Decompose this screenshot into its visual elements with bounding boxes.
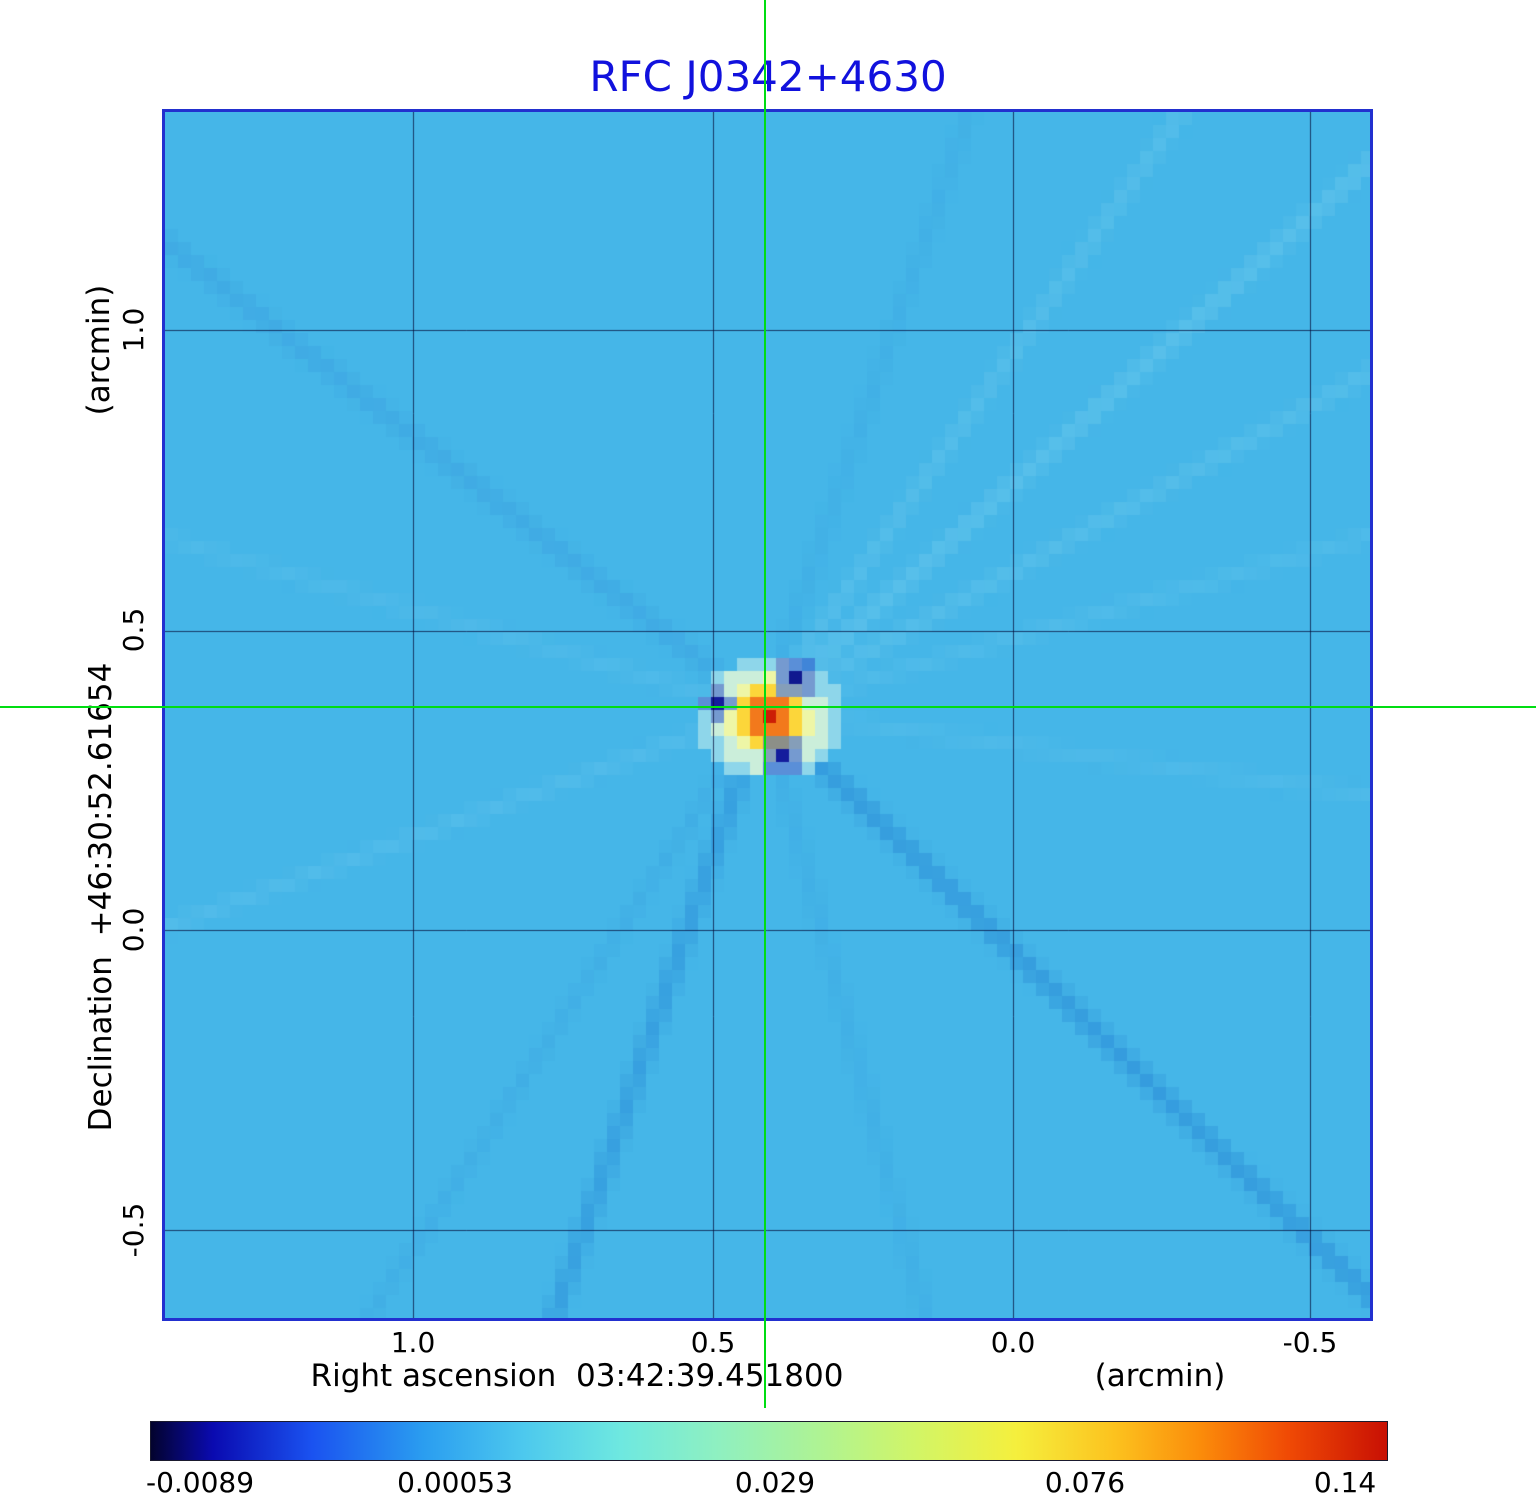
x-tick-label: 1.0 — [390, 1326, 436, 1359]
sky-map-frame — [162, 109, 1373, 1321]
y-tick-label: 1.0 — [117, 307, 150, 353]
figure-title: RFC J0342+4630 — [589, 52, 947, 101]
x-axis-unit-label: (arcmin) — [1094, 1358, 1226, 1394]
crosshair-vertical-line — [764, 0, 766, 1408]
y-tick-label: -0.5 — [117, 1202, 150, 1258]
radio-image-canvas — [165, 112, 1370, 1318]
y-tick-label: 0.0 — [117, 907, 150, 953]
crosshair-horizontal-line — [0, 706, 1536, 708]
x-axis-label: Right ascension 03:42:39.451800 — [310, 1358, 844, 1394]
colorbar-tick-label: 0.076 — [1044, 1466, 1126, 1499]
y-tick-label: 0.5 — [117, 607, 150, 653]
colorbar-tick-label: 0.14 — [1313, 1466, 1377, 1499]
y-axis-unit-label: (arcmin) — [81, 284, 117, 416]
colorbar-tick-label: 0.00053 — [397, 1466, 513, 1499]
colorbar-tick-label: 0.029 — [734, 1466, 816, 1499]
x-tick-label: 0.5 — [690, 1326, 736, 1359]
x-tick-label: 0.0 — [990, 1326, 1036, 1359]
colorbar-gradient — [150, 1421, 1388, 1461]
x-tick-label: -0.5 — [1282, 1326, 1338, 1359]
colorbar-tick-label: -0.0089 — [145, 1466, 255, 1499]
